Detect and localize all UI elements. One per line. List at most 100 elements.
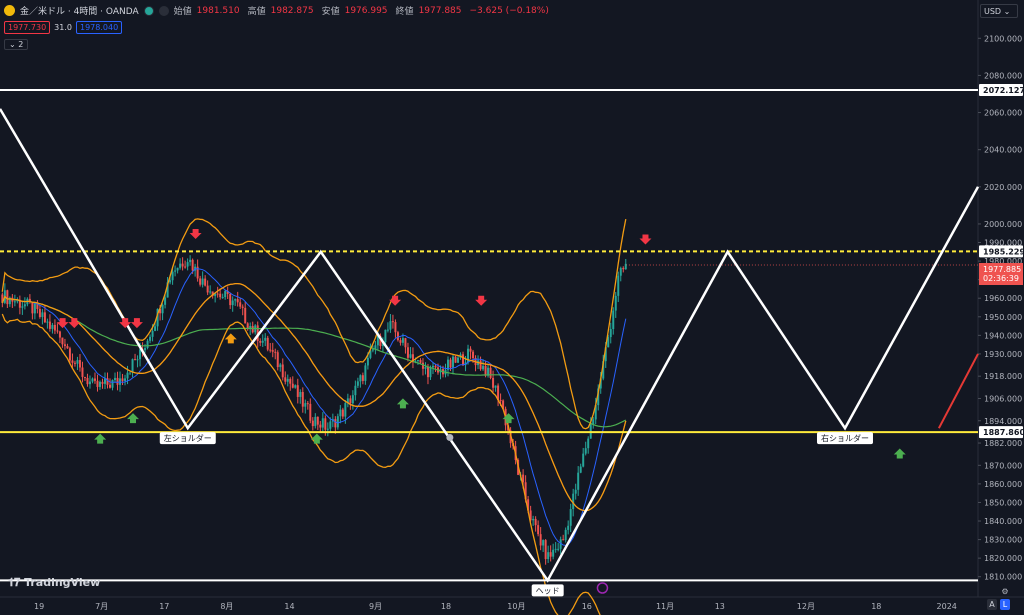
open-value: 1981.510 [196, 5, 240, 16]
candle-body [269, 349, 272, 351]
candle-body [156, 308, 159, 327]
candle-body [386, 329, 389, 331]
candle-body [361, 375, 364, 381]
candle-body [219, 293, 222, 298]
candle-body [296, 385, 299, 397]
candle-body [159, 308, 162, 314]
candle-body [564, 529, 567, 541]
currency-select[interactable]: USD ⌄ [980, 4, 1018, 18]
sell-button[interactable]: 1977.730 [4, 21, 51, 34]
level-price-label: 2072.127 [983, 86, 1024, 95]
settings-gear-icon[interactable]: ⚙ [1001, 587, 1009, 596]
y-tick-label: 2000.000 [984, 220, 1022, 229]
y-tick-label: 1990.000 [984, 239, 1022, 248]
chevron-down-icon: ⌄ [9, 40, 19, 49]
candle-body [404, 338, 407, 348]
y-tick-label: 1810.000 [984, 573, 1022, 582]
candle-body [339, 409, 342, 417]
candle-body [489, 367, 492, 378]
candle-body [391, 321, 394, 323]
sell-signal-arrow [475, 295, 488, 306]
candle-body [261, 340, 264, 343]
candle-body [487, 367, 490, 376]
candle-body [544, 540, 547, 560]
candle-body [346, 398, 349, 404]
market-status-icon[interactable] [143, 5, 154, 16]
sell-signal-arrow [119, 318, 132, 329]
pattern-label-text: 左ショルダー [164, 433, 212, 443]
candle-body [306, 403, 309, 405]
y-tick-label: 1918.000 [984, 372, 1022, 381]
candle-body [109, 384, 112, 388]
candle-body [256, 325, 259, 342]
candle-body [484, 365, 487, 376]
pattern-label-text: ヘッド [536, 586, 560, 595]
candle-body [91, 378, 94, 382]
candle-body [191, 259, 194, 271]
candle-body [124, 378, 127, 381]
buy-signal-arrow [127, 413, 140, 424]
candle-body [16, 299, 19, 302]
y-tick-label: 1906.000 [984, 394, 1022, 403]
candle-body [56, 330, 59, 332]
candle-body [454, 356, 457, 363]
candle-body [604, 347, 607, 362]
bollinger-middle-line [1, 282, 627, 512]
sell-signal-arrow [189, 228, 202, 239]
candle-body [291, 383, 294, 388]
candle-body [146, 340, 149, 348]
candle-body [319, 424, 322, 428]
log-scale-button[interactable]: L [1000, 599, 1010, 610]
candle-body [384, 329, 387, 343]
candle-body [554, 548, 557, 550]
candle-body [224, 291, 227, 298]
x-tick-label: 18 [441, 602, 451, 611]
symbol-title[interactable]: 金／米ドル · 4時間 · OANDA [20, 7, 139, 17]
candle-body [216, 293, 219, 295]
candle-body [284, 377, 287, 382]
candle-body [612, 310, 615, 330]
low-value: 1976.995 [344, 5, 388, 16]
candle-body [88, 381, 91, 385]
close-label: 終値 [395, 7, 414, 17]
candle-body [351, 395, 354, 404]
bear-event-icon [446, 433, 454, 441]
level-price-tag [979, 245, 1023, 258]
candle-body [522, 474, 525, 483]
candle-body [614, 295, 617, 311]
candle-body [507, 425, 510, 431]
settings-dot-icon[interactable] [158, 5, 169, 16]
x-tick-label: 17 [159, 602, 169, 611]
candle-body [529, 510, 532, 521]
candle-body [106, 378, 109, 385]
candle-body [502, 400, 505, 409]
candle-body [239, 302, 242, 307]
candle-body [38, 308, 41, 318]
candle-body [286, 378, 289, 382]
buy-button[interactable]: 1978.040 [75, 21, 123, 34]
candle-body [409, 354, 412, 358]
candle-body [294, 385, 297, 388]
candle-body [482, 365, 485, 370]
candle-body [8, 297, 11, 305]
x-tick-label: 8月 [220, 602, 233, 611]
candle-body [43, 312, 46, 323]
candle-body [594, 405, 597, 420]
indicator-toggle[interactable]: ⌄ 2 [4, 39, 29, 50]
candle-body [421, 362, 424, 369]
candle-body [344, 403, 347, 417]
spread-value: 31.0 [54, 23, 72, 32]
candle-body [431, 365, 434, 368]
candle-body [36, 303, 39, 309]
x-tick-label: 10月 [507, 602, 525, 611]
candle-body [139, 349, 142, 360]
candle-body [479, 360, 482, 370]
candle-body [169, 280, 172, 283]
auto-scale-button[interactable]: A [987, 599, 997, 610]
y-tick-label: 1980.000 [984, 257, 1022, 266]
gold-symbol-icon [4, 5, 15, 16]
pattern-label-box [159, 432, 216, 445]
candle-body [359, 375, 362, 382]
candle-body [76, 360, 79, 364]
